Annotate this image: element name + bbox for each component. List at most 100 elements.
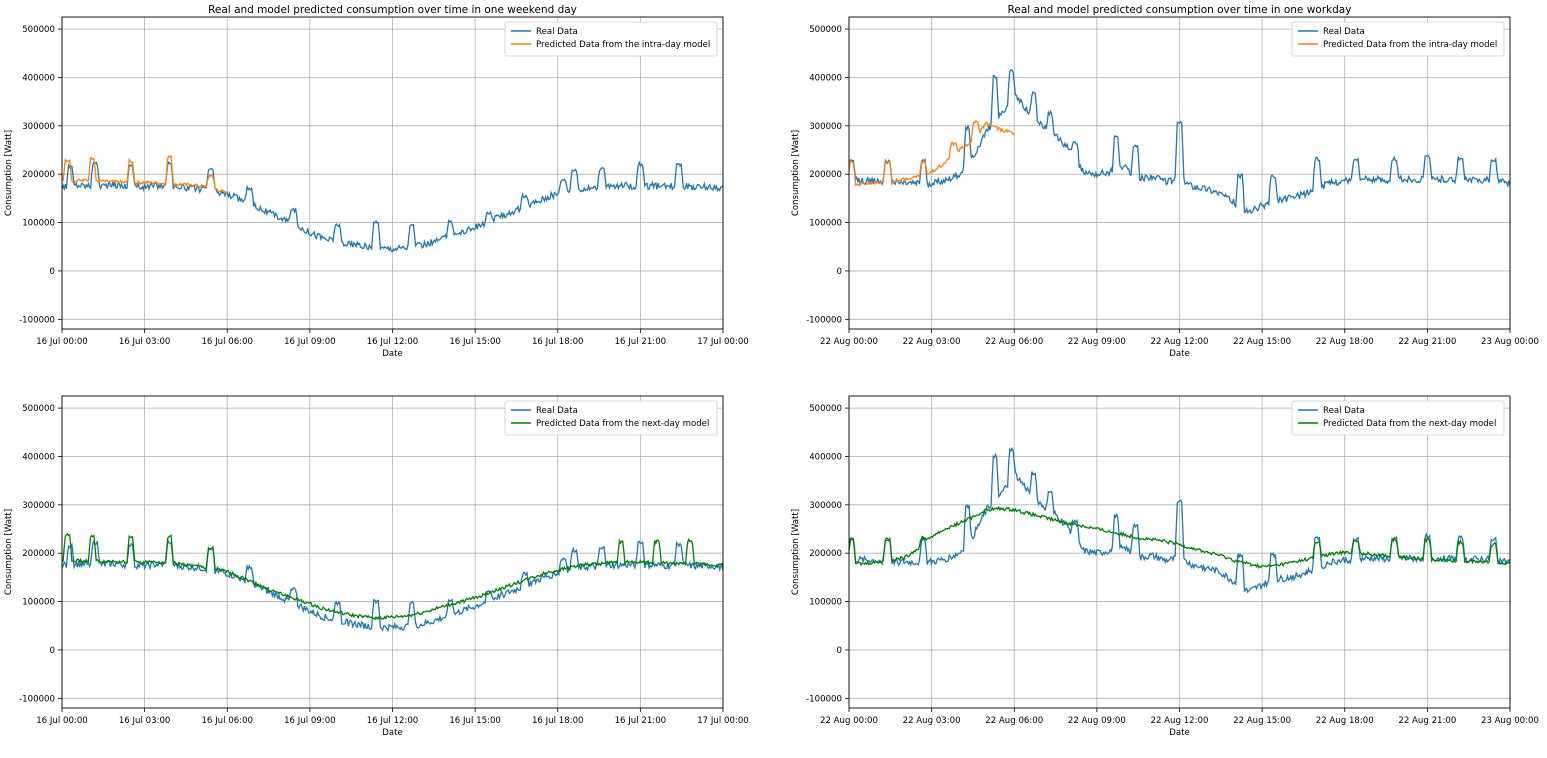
x-tick-label: 16 Jul 12:00 <box>367 337 419 347</box>
series-line-1 <box>62 154 228 195</box>
x-tick-label: 16 Jul 09:00 <box>284 716 336 726</box>
y-tick-label: 200000 <box>22 170 55 180</box>
x-tick-label: 22 Aug 12:00 <box>1151 337 1209 347</box>
legend-label: Predicted Data from the next-day model <box>1323 419 1496 429</box>
x-tick-label: 22 Aug 03:00 <box>903 337 961 347</box>
x-tick-label: 22 Aug 00:00 <box>820 337 878 347</box>
x-tick-label: 16 Jul 06:00 <box>201 716 253 726</box>
legend-box <box>504 21 718 57</box>
x-axis-label: Date <box>1169 728 1190 738</box>
y-tick-label: 0 <box>50 646 55 656</box>
chart-workday-intraday: Real and model predicted consumption ove… <box>787 0 1547 379</box>
x-tick-label: 16 Jul 21:00 <box>615 337 667 347</box>
y-tick-label: 400000 <box>22 452 55 462</box>
chart-title: Real and model predicted consumption ove… <box>1008 4 1352 16</box>
y-tick-label: 100000 <box>22 598 55 608</box>
y-axis-label: Consumption [Watt] <box>791 509 801 595</box>
y-tick-label: 200000 <box>22 549 55 559</box>
x-tick-label: 22 Aug 06:00 <box>985 716 1043 726</box>
y-tick-label: 0 <box>837 646 842 656</box>
chart-weekend-nextday: -100000 0 100000 200000 300000 400000 500000 16… <box>0 379 760 758</box>
legend-box <box>1291 21 1505 57</box>
x-tick-label: 23 Aug 00:00 <box>1481 337 1539 347</box>
y-tick-label: -100000 <box>806 315 842 325</box>
x-tick-label: 16 Jul 12:00 <box>367 716 419 726</box>
series-line-0 <box>849 68 1510 215</box>
legend: Real Data Predicted Data from the intra-d… <box>1291 21 1505 57</box>
series-line-1 <box>849 505 1510 569</box>
x-tick-label: 22 Aug 09:00 <box>1068 337 1126 347</box>
y-tick-label: 200000 <box>809 170 842 180</box>
x-tick-label: 22 Aug 03:00 <box>903 716 961 726</box>
x-tick-label: 17 Jul 00:00 <box>697 716 749 726</box>
legend-label: Predicted Data from the intra-day model <box>1323 40 1497 50</box>
x-tick-label: 16 Jul 09:00 <box>284 337 336 347</box>
legend: Real Data Predicted Data from the intra-d… <box>504 21 718 57</box>
y-tick-label: 500000 <box>809 25 842 35</box>
legend-box <box>1291 400 1505 436</box>
y-tick-label: 300000 <box>22 122 55 132</box>
x-tick-label: 22 Aug 21:00 <box>1398 337 1456 347</box>
y-tick-label: 400000 <box>809 452 842 462</box>
x-tick-label: 22 Aug 12:00 <box>1151 716 1209 726</box>
x-tick-label: 22 Aug 18:00 <box>1316 337 1374 347</box>
y-tick-label: 400000 <box>809 73 842 83</box>
x-tick-label: 16 Jul 21:00 <box>615 716 667 726</box>
legend-box <box>504 400 718 436</box>
y-tick-label: 100000 <box>22 219 55 229</box>
legend: Real Data Predicted Data from the next-da… <box>1291 400 1505 436</box>
series-line-1 <box>849 120 1015 187</box>
x-tick-label: 23 Aug 00:00 <box>1481 716 1539 726</box>
y-tick-label: -100000 <box>806 694 842 704</box>
x-tick-label: 16 Jul 18:00 <box>532 716 584 726</box>
y-tick-label: 200000 <box>809 549 842 559</box>
x-tick-label: 16 Jul 03:00 <box>119 337 171 347</box>
y-tick-label: -100000 <box>19 694 55 704</box>
x-tick-label: 16 Jul 18:00 <box>532 337 584 347</box>
y-tick-label: 500000 <box>22 404 55 414</box>
x-tick-label: 16 Jul 06:00 <box>201 337 253 347</box>
y-tick-label: 0 <box>50 267 55 277</box>
x-tick-label: 22 Aug 15:00 <box>1233 337 1291 347</box>
chart-svg: -100000 0 100000 200000 300000 400000 500000 22… <box>791 395 1539 738</box>
y-axis-label: Consumption [Watt] <box>4 509 14 595</box>
legend-label: Real Data <box>536 27 578 37</box>
x-tick-label: 22 Aug 18:00 <box>1316 716 1374 726</box>
x-tick-label: 16 Jul 00:00 <box>36 337 88 347</box>
plot-frame <box>61 395 724 709</box>
series-line-1 <box>62 532 723 621</box>
y-tick-label: 0 <box>837 267 842 277</box>
y-tick-label: 500000 <box>22 25 55 35</box>
x-tick-label: 22 Aug 06:00 <box>985 337 1043 347</box>
x-tick-label: 16 Jul 15:00 <box>449 716 501 726</box>
chart-weekend-intraday: Real and model predicted consumption ove… <box>0 0 760 379</box>
y-tick-label: 300000 <box>809 501 842 511</box>
chart-title: Real and model predicted consumption ove… <box>208 4 577 16</box>
x-axis-label: Date <box>382 349 403 359</box>
x-tick-label: 17 Jul 00:00 <box>697 337 749 347</box>
chart-svg: -100000 0 100000 200000 300000 400000 500000 16… <box>4 395 749 738</box>
series-line-0 <box>849 446 1510 594</box>
y-tick-label: 300000 <box>809 122 842 132</box>
x-tick-label: 22 Aug 00:00 <box>820 716 878 726</box>
y-tick-label: 500000 <box>809 404 842 414</box>
legend-label: Real Data <box>1323 406 1365 416</box>
chart-workday-nextday: -100000 0 100000 200000 300000 400000 500000 22… <box>787 379 1547 758</box>
y-tick-label: 400000 <box>22 73 55 83</box>
x-tick-label: 16 Jul 00:00 <box>36 716 88 726</box>
x-tick-label: 16 Jul 15:00 <box>449 337 501 347</box>
chart-svg: Real and model predicted consumption ove… <box>791 4 1539 359</box>
legend: Real Data Predicted Data from the next-da… <box>504 400 718 436</box>
x-axis-label: Date <box>382 728 403 738</box>
x-tick-label: 22 Aug 21:00 <box>1398 716 1456 726</box>
plot-frame <box>61 16 724 330</box>
y-tick-label: 100000 <box>809 598 842 608</box>
x-tick-label: 16 Jul 03:00 <box>119 716 171 726</box>
y-tick-label: 300000 <box>22 501 55 511</box>
chart-svg: Real and model predicted consumption ove… <box>4 4 749 359</box>
y-tick-label: 100000 <box>809 219 842 229</box>
plot-frame <box>848 16 1511 330</box>
legend-label: Predicted Data from the next-day model <box>536 419 709 429</box>
y-tick-label: -100000 <box>19 315 55 325</box>
plot-frame <box>848 395 1511 709</box>
